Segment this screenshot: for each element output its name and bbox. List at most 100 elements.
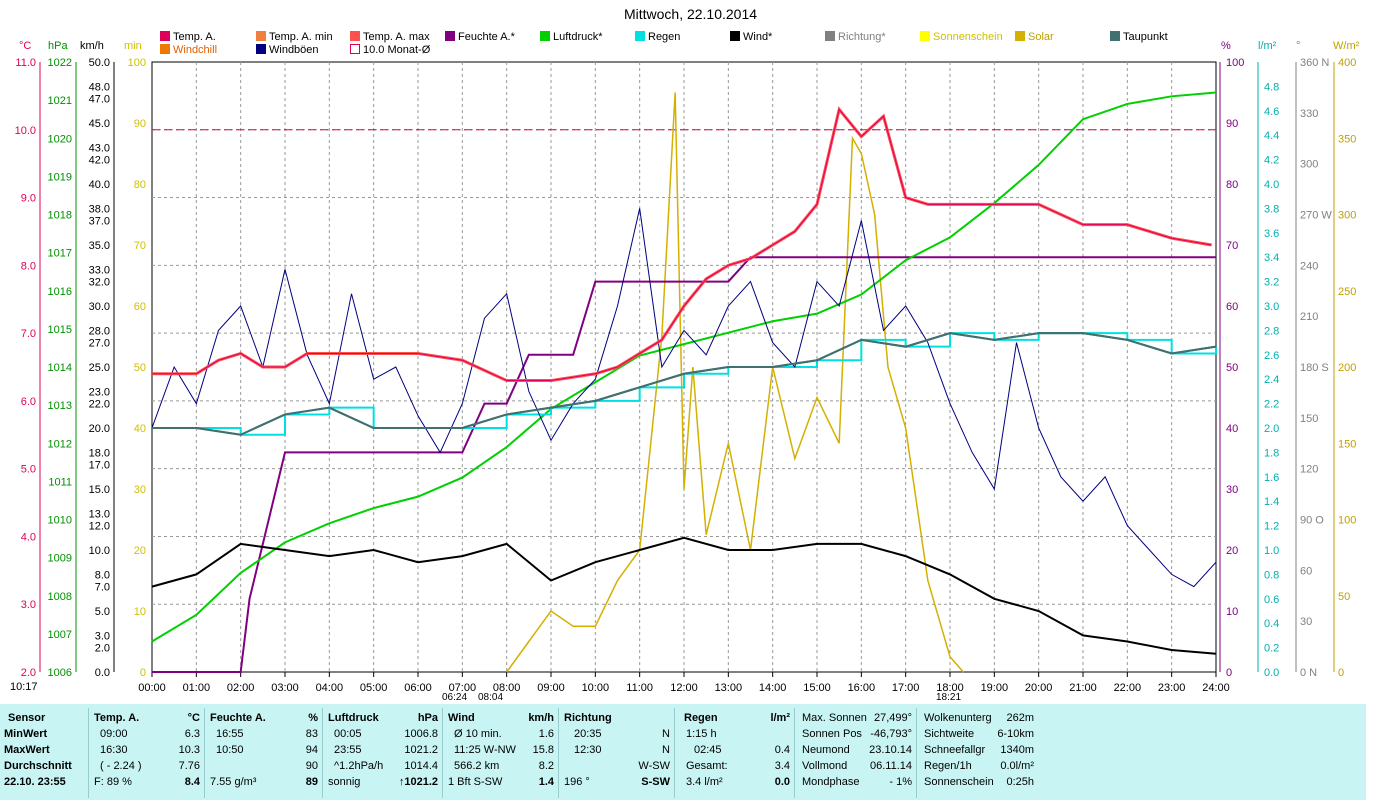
temp-tick-label: 3.0 [21,599,36,611]
temp-tick-label: 5.0 [21,464,36,476]
cell: 83 [305,728,318,740]
rain-tick-label: 1.0 [1264,545,1279,557]
rain-tick-label: 2.6 [1264,350,1279,362]
legend-windchill: Windchill [160,44,217,56]
hpa-tick-label: 1016 [48,286,72,298]
cell: 16:55 [216,728,244,740]
kmh-tick-label: 27.0 [89,338,110,350]
rain-tick-label: 3.6 [1264,228,1279,240]
cell: 02:45 [694,744,722,756]
legend-swatch [350,44,360,54]
x-tick-label: 21:00 [1069,682,1097,694]
cell: 20:35 [574,728,602,740]
min-tick-label: 0 [140,667,146,679]
rain-tick-label: 3.8 [1264,203,1279,215]
legend-temp-min: Temp. A. min [256,31,333,43]
cell: 10.3 [178,744,200,756]
cell: 09:00 [100,728,128,740]
kmh-tick-label: 0.0 [95,667,110,679]
hpa-tick-label: 1012 [48,438,72,450]
legend-month-avg: 10.0 Monat-Ø [350,44,430,56]
summary-rain: Regen l/m² 1:15 h 02:45 0.4 Gesamt: 3.4 3.4… [676,708,795,798]
hdr-temp: Temp. A. [94,712,140,724]
wm2-tick-label: 150 [1338,438,1356,450]
x-tick-label: 08:00 [493,682,521,694]
min-tick-label: 20 [134,545,146,557]
summary-humidity: Feuchte A.% 16:55 83 10:50 94 90 7.55 g/m³… [206,708,323,798]
kmh-tick-label: 43.0 [89,142,110,154]
min-tick-label: 50 [134,362,146,374]
legend-label: Luftdruck* [553,31,603,43]
legend-label: Sonnenschein [933,31,1003,43]
hpa-tick-label: 1013 [48,400,72,412]
unit-pct: % [1221,40,1231,52]
cell: Sonnenschein [924,776,994,788]
kmh-tick-label: 25.0 [89,362,110,374]
legend-swatch [1110,31,1120,41]
pct-tick-label: 40 [1226,423,1238,435]
cell: 23:55 [334,744,362,756]
pct-tick-label: 10 [1226,606,1238,618]
series-wind [151,536,1217,655]
x-tick-label: 01:00 [183,682,211,694]
legend-temp: Temp. A. [160,31,216,43]
cell: sonnig [328,776,361,788]
pct-tick-label: 70 [1226,240,1238,252]
x-tick-label: 23:00 [1158,682,1186,694]
kmh-tick-label: 8.0 [95,569,110,581]
deg-tick-label: 180 S [1300,362,1329,374]
wm2-tick-label: 350 [1338,133,1356,145]
legend-label: Richtung* [838,31,886,43]
rain-tick-label: 3.0 [1264,301,1279,313]
min-tick-label: 100 [128,57,146,69]
kmh-tick-label: 40.0 [89,179,110,191]
hpa-tick-label: 1017 [48,248,72,260]
cell: 89 [305,776,318,788]
x-tick-label: 19:00 [981,682,1009,694]
rain-tick-label: 1.4 [1264,496,1279,508]
cell: Sonnen Pos [802,728,862,740]
cell: Sichtweite [924,728,975,740]
cell: 3.4 l/m² [686,776,723,788]
cell: ( - 2.24 ) [100,760,142,772]
x-tick-label: 02:00 [227,682,255,694]
rain-tick-label: 4.4 [1264,130,1279,142]
cell: 1.6 [538,728,554,740]
kmh-tick-label: 28.0 [89,325,110,337]
min-tick-label: 40 [134,423,146,435]
cell: 3.4 [774,760,790,772]
cell: Gesamt: [686,760,728,772]
cell: N [662,744,670,756]
x-tick-label: 12:00 [670,682,698,694]
hpa-tick-label: 1009 [48,553,72,565]
unit-hpa: hPa [48,40,68,52]
kmh-tick-label: 15.0 [89,484,110,496]
kmh-tick-label: 3.0 [95,630,110,642]
legend-swatch [635,31,645,41]
hpa-tick-label: 1008 [48,591,72,603]
cell: 1:15 h [686,728,717,740]
cell: 1021.2 [404,744,438,756]
legend-swatch [920,31,930,41]
cell: 1014.4 [404,760,438,772]
pct-tick-label: 100 [1226,57,1244,69]
rain-tick-label: 3.2 [1264,277,1279,289]
legend-label: Wind* [743,31,773,43]
cell: 10:50 [216,744,244,756]
hpa-tick-label: 1014 [48,362,72,374]
x-tick-label: 05:00 [360,682,388,694]
x-tick-label: 13:00 [715,682,743,694]
deg-tick-label: 120 [1300,464,1318,476]
deg-tick-label: 60 [1300,565,1312,577]
deg-tick-label: 90 O [1300,515,1324,527]
cell: 7.76 [178,760,200,772]
rain-tick-label: 2.8 [1264,325,1279,337]
kmh-tick-label: 10.0 [89,545,110,557]
min-tick-label: 90 [134,118,146,130]
series-solar [506,92,964,673]
deg-tick-label: 360 N [1300,57,1329,69]
summary-sensor: Sensor MinWert MaxWert Durchschnitt 22.1… [0,708,89,798]
weather-chart: 00:00 01:00 02:00 03:00 04:00 05:00 06:00 07:00… [15,57,1357,694]
cell: 16:30 [100,744,128,756]
rain-tick-label: 0.8 [1264,569,1279,581]
